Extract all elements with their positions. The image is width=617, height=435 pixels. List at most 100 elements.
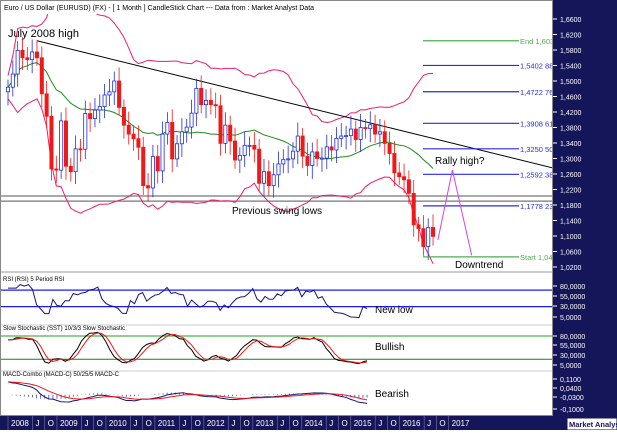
candle-up [377,131,382,135]
candle-down [431,227,436,237]
candle-up [150,156,155,189]
candle-down [353,128,358,140]
candle-up [348,128,353,137]
candle-up [204,99,209,106]
candle-down [233,140,238,161]
indicator-tick-label: 55,0000 [560,294,585,301]
candle-up [271,174,276,187]
candle-down [387,142,392,154]
bollinger-upper-line [7,14,434,124]
candle-down [63,120,68,167]
time-tick-label: 2014 [305,419,323,428]
candle-up [310,151,315,166]
annotation-rally-high: Rally high? [435,156,485,167]
candle-down [329,146,334,151]
candle-up [237,154,242,161]
macd-line [7,381,368,404]
indicator-note: Bullish [375,342,404,353]
indicator-tick-label: 5,0000 [560,363,582,370]
stochastic-d-line [8,332,368,364]
candle-down [402,176,407,181]
chart-border [0,0,553,416]
candle-up [175,143,180,160]
price-tick-label: 1,1000 [560,234,582,241]
price-tick-label: 1,3400 [560,141,582,148]
time-tick-label: 2012 [207,419,225,428]
price-panel [1,14,552,264]
candle-down [131,133,136,140]
time-tick-label: 2017 [452,419,470,428]
candle-up [223,124,228,144]
price-tick-label: 1,1400 [560,219,582,226]
time-tick-label: 2010 [109,419,127,428]
time-tick-label: J [427,419,431,428]
fib-level-label: 1,3250 50,0% [520,145,567,154]
candle-up [97,106,102,111]
time-tick-label: J [133,419,137,428]
candle-up [286,158,291,161]
candle-up [102,94,107,107]
time-tick-label: O [146,419,152,428]
fib-level-label: 1,2592 38,2% [520,170,567,179]
candle-down [78,148,83,151]
downtrend-line [36,40,552,169]
bollinger-lower-line [7,98,434,264]
time-tick-label: 2016 [403,419,421,428]
time-tick-label: J [280,419,284,428]
candle-up [358,127,363,140]
annotation-july-2008-high: July 2008 high [8,28,79,40]
indicator-tick-label: 0,1100 [560,377,581,384]
candle-up [324,146,329,159]
candle-down [49,115,54,170]
candle-up [295,135,300,152]
candle-up [339,135,344,139]
candle-down [170,122,175,160]
candle-down [213,104,218,107]
candle-up [247,144,252,147]
candle-down [266,171,271,187]
time-tick-label: O [48,419,54,428]
brand-label: Market Analyst 6 [569,420,617,429]
candle-down [155,156,160,172]
candle-down [39,57,44,95]
time-tick-label: J [182,419,186,428]
candle-up [344,135,349,138]
candle-up [165,122,170,135]
time-tick-label: 2011 [158,419,176,428]
indicator-note: Bearish [375,389,409,400]
candle-up [107,91,112,96]
candle-down [382,131,387,144]
time-tick-label: O [97,419,103,428]
candle-down [363,127,368,130]
candle-down [411,192,416,226]
candle-up [290,150,295,160]
candle-up [184,126,189,133]
price-tick-label: 1,1800 [560,203,582,210]
chart-title: Euro / US Dollar (EURUSD) (FX) - [ 1 Mon… [4,5,314,12]
candle-down [257,148,262,184]
candle-down [252,144,257,150]
time-tick-label: J [231,419,235,428]
macd-signal-line [7,381,368,401]
price-tick-label: 1,2200 [560,188,582,195]
price-annotations: End 1,6038 1,5402 88,6% 1,4722 76,4% 1,3908… [8,28,567,271]
indicator-tick-label: 80,0000 [560,284,585,291]
candle-up [368,124,373,130]
candle-up [319,157,324,160]
annotation-previous-swing-lows: Previous swing lows [232,206,322,217]
candle-down [136,138,141,148]
price-tick-label: 1,4600 [560,95,582,102]
candle-down [54,168,59,171]
time-axis-bg [0,415,617,430]
time-tick-label: O [341,419,347,428]
fib-level-label: 1,3908 61,8% [520,119,567,128]
price-tick-label: 1,5800 [560,48,582,55]
time-tick-label: J [378,419,382,428]
candle-down [141,146,146,187]
candle-up [179,131,184,145]
time-tick-label: O [439,419,445,428]
candle-down [300,135,305,157]
candle-up [276,163,281,176]
candle-up [194,87,199,114]
